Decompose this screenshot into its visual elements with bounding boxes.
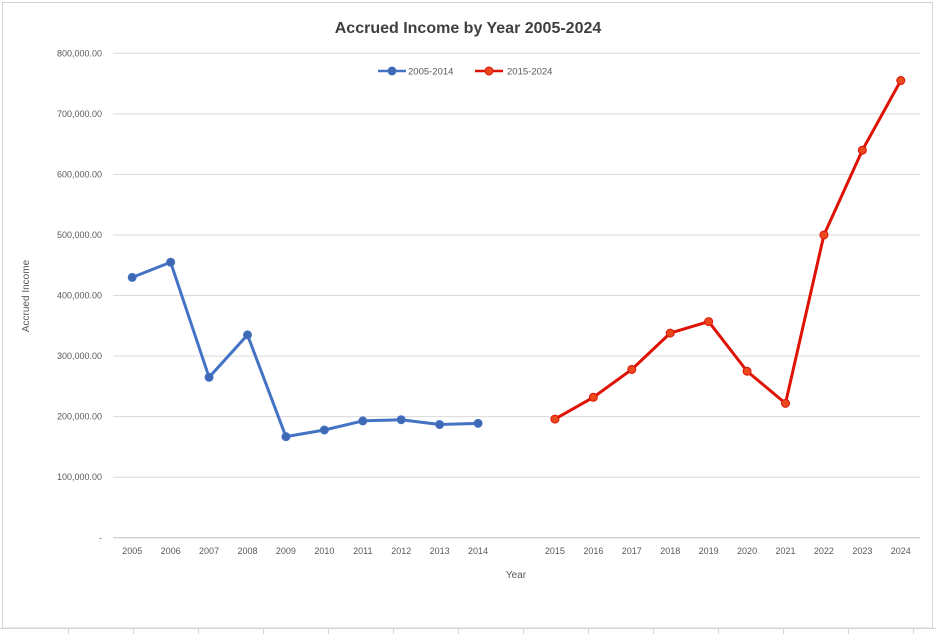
data-point-2005-2014-2007 xyxy=(204,372,214,382)
y-axis-tick-label: - xyxy=(99,533,102,543)
chart-title: Accrued Income by Year 2005-2024 xyxy=(335,20,602,37)
data-point-2005-2014-2012 xyxy=(396,415,406,425)
x-axis-tick-label: 2010 xyxy=(314,546,334,556)
series-line-2015-2024 xyxy=(553,79,903,421)
legend-marker-swatch xyxy=(387,66,397,76)
x-axis-tick-label: 2021 xyxy=(775,546,795,556)
data-point-2015-2024-2023 xyxy=(857,145,867,155)
x-axis-tick-label: 2022 xyxy=(814,546,834,556)
legend-item-second-series: 2015-2024 xyxy=(475,66,552,78)
series-line-2005-2014 xyxy=(130,260,480,439)
x-axis-tick-label: 2019 xyxy=(699,546,719,556)
x-axis-tick-label: 2011 xyxy=(353,546,372,556)
y-axis-tick-label: 300,000.00 xyxy=(57,351,102,361)
x-axis-tick-label: 2017 xyxy=(622,546,642,556)
y-axis-title: Accrued Income xyxy=(21,259,32,332)
data-point-2015-2024-2022 xyxy=(819,230,829,240)
y-axis-tick-label: 100,000.00 xyxy=(57,472,102,482)
y-axis-tick-label: 200,000.00 xyxy=(57,412,102,422)
legend-item-first-series: 2005-2014 xyxy=(378,66,453,78)
data-point-2005-2014-2013 xyxy=(435,420,445,430)
x-axis-tick-label: 2020 xyxy=(737,546,757,556)
x-axis-tick-label: 2005 xyxy=(122,546,142,556)
data-point-2005-2014-2006 xyxy=(166,257,176,267)
data-point-2015-2024-2021 xyxy=(781,398,790,408)
data-point-2005-2014-2009 xyxy=(281,432,291,442)
data-point-2005-2014-2008 xyxy=(243,330,252,340)
data-point-2015-2024-2024 xyxy=(896,76,906,86)
legend: 2005-2014 2015-2024 xyxy=(378,66,552,78)
x-axis-tick-label: 2014 xyxy=(468,546,488,556)
x-axis-tick-label: 2015 xyxy=(545,546,565,556)
legend-label-second-series: 2015-2024 xyxy=(507,67,552,78)
y-axis-tick-label: 600,000.00 xyxy=(57,169,102,179)
data-point-2005-2014-2010 xyxy=(319,425,329,435)
legend-marker-swatch xyxy=(484,66,494,76)
data-point-2005-2014-2011 xyxy=(358,416,368,426)
data-point-2015-2024-2016 xyxy=(588,392,598,402)
data-point-2005-2014-2005 xyxy=(127,272,137,282)
x-axis-tick-label: 2012 xyxy=(391,546,411,556)
x-axis-tick-label: 2023 xyxy=(852,546,872,556)
x-axis-tick-label: 2024 xyxy=(891,546,911,556)
y-axis-tick-label: 700,000.00 xyxy=(57,109,102,119)
data-point-2015-2024-2015 xyxy=(550,414,560,424)
y-axis-tick-label: 800,000.00 xyxy=(57,48,102,58)
x-axis-tick-label: 2016 xyxy=(583,546,603,556)
x-axis-title: Year xyxy=(506,570,527,581)
y-axis-tick-label: 500,000.00 xyxy=(57,230,102,240)
x-axis-tick-label: 2007 xyxy=(199,546,219,556)
data-point-2015-2024-2020 xyxy=(742,366,752,376)
data-point-2015-2024-2017 xyxy=(627,364,637,374)
data-point-2005-2014-2014 xyxy=(473,418,483,428)
x-axis-tick-label: 2008 xyxy=(237,546,257,556)
data-point-2015-2024-2019 xyxy=(704,317,714,327)
x-axis-tick-label: 2009 xyxy=(276,546,296,556)
x-axis-tick-label: 2013 xyxy=(430,546,450,556)
legend-label-first-series: 2005-2014 xyxy=(408,67,453,78)
x-axis-tick-label: 2018 xyxy=(660,546,680,556)
data-point-2015-2024-2018 xyxy=(665,328,675,338)
y-axis-tick-label: 400,000.00 xyxy=(57,291,102,301)
x-axis-tick-label: 2006 xyxy=(161,546,181,556)
